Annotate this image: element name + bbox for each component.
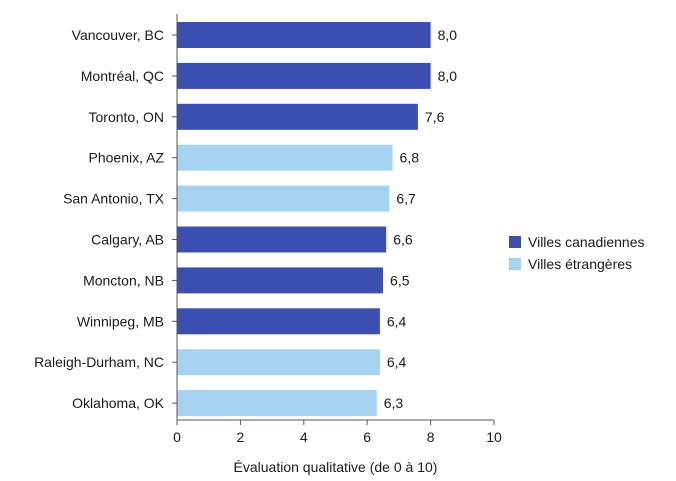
bar-6 [177, 267, 383, 294]
legend-label-canadian: Villes canadiennes [528, 234, 645, 250]
x-tick-label-0: 0 [173, 429, 181, 445]
x-tick-label-1: 2 [237, 429, 245, 445]
bar-9 [177, 390, 377, 417]
category-label-8: Raleigh-Durham, NC [34, 354, 164, 370]
value-label-7: 6,4 [387, 313, 407, 329]
bar-5 [177, 226, 387, 253]
value-label-8: 6,4 [387, 354, 407, 370]
value-label-3: 6,8 [400, 150, 420, 166]
bar-4 [177, 185, 390, 212]
value-label-5: 6,6 [393, 232, 413, 248]
x-tick-label-2: 4 [300, 429, 308, 445]
bar-8 [177, 349, 380, 376]
legend-swatch-foreign [509, 258, 521, 270]
value-label-1: 8,0 [438, 68, 458, 84]
x-tick-label-4: 8 [427, 429, 435, 445]
bar-3 [177, 144, 393, 171]
value-label-9: 6,3 [384, 395, 404, 411]
category-label-1: Montréal, QC [81, 68, 164, 84]
value-label-4: 6,7 [396, 191, 416, 207]
axes: 0 2 4 6 8 10 [172, 14, 502, 445]
legend: Villes canadiennes Villes étrangères [509, 234, 645, 272]
bar-2 [177, 103, 418, 130]
category-label-3: Phoenix, AZ [89, 150, 165, 166]
category-label-6: Moncton, NB [83, 272, 164, 288]
legend-label-foreign: Villes étrangères [528, 256, 632, 272]
category-label-5: Calgary, AB [91, 232, 164, 248]
value-label-0: 8,0 [438, 27, 458, 43]
bars-layer [177, 22, 431, 417]
value-label-2: 7,6 [425, 109, 445, 125]
category-labels: Vancouver, BC Montréal, QC Toronto, ON Phoe… [34, 27, 165, 411]
x-tick-label-3: 6 [363, 429, 371, 445]
legend-swatch-canadian [509, 236, 521, 248]
bar-1 [177, 62, 431, 89]
value-labels: 8,0 8,0 7,6 6,8 6,7 6,6 6,5 6,4 6,4 6,3 [384, 27, 458, 411]
x-tick-label-5: 10 [486, 429, 502, 445]
value-label-6: 6,5 [390, 272, 410, 288]
category-label-4: San Antonio, TX [63, 191, 165, 207]
category-label-2: Toronto, ON [89, 109, 164, 125]
x-axis-title: Évaluation qualitative (de 0 à 10) [234, 459, 438, 475]
category-label-7: Winnipeg, MB [77, 313, 164, 329]
category-label-9: Oklahoma, OK [72, 395, 164, 411]
category-label-0: Vancouver, BC [72, 27, 164, 43]
bar-7 [177, 308, 380, 335]
bar-0 [177, 22, 431, 48]
